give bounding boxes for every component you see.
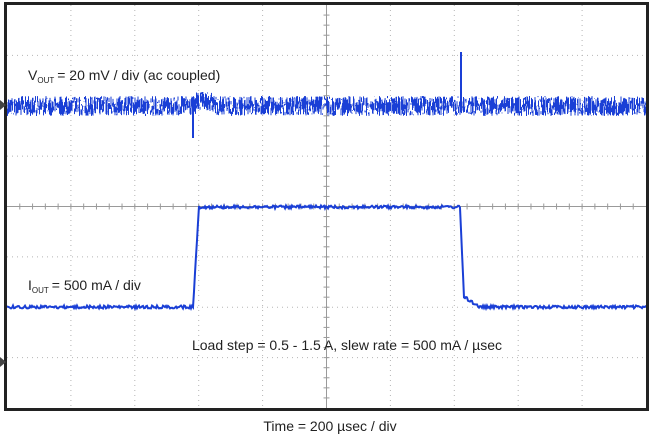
frame — [4, 2, 649, 411]
load-step-note: Load step = 0.5 - 1.5 A, slew rate = 500… — [192, 337, 502, 353]
time-base-label: Time = 200 µsec / div — [263, 418, 396, 434]
vout-label: VOUT = 20 mV / div (ac coupled) — [28, 67, 220, 85]
ch2-marker — [0, 357, 6, 367]
vout-symbol: V — [28, 67, 38, 83]
vout-subscript: OUT — [37, 76, 54, 85]
iout-trace — [6, 203, 647, 312]
vout-text: = 20 mV / div (ac coupled) — [57, 67, 220, 83]
iout-subscript: OUT — [32, 286, 49, 295]
iout-symbol: I — [28, 277, 32, 293]
iout-label: IOUT = 500 mA / div — [28, 277, 141, 295]
ch1-marker — [0, 100, 6, 110]
iout-text: = 500 mA / div — [52, 277, 141, 293]
